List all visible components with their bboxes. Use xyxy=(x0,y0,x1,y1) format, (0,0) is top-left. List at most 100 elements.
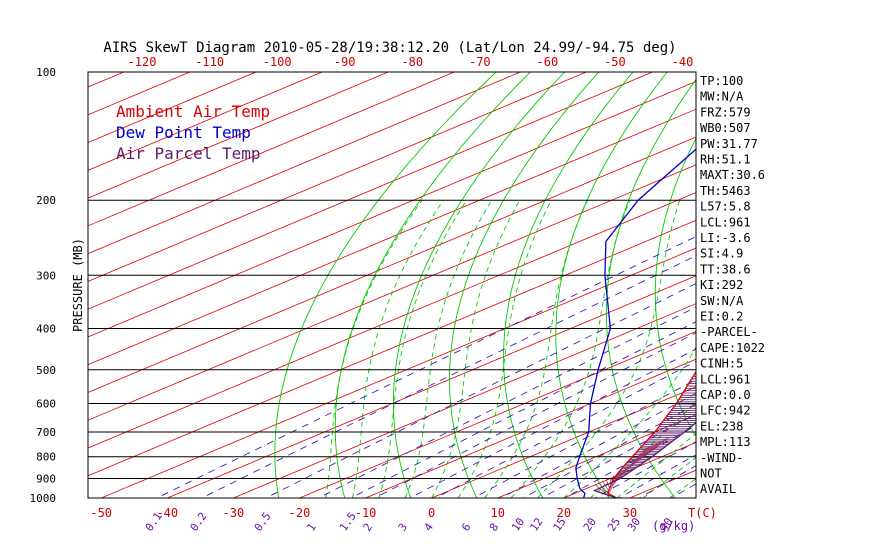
mixing-ratio-line xyxy=(618,454,696,498)
index-item: MPL:113 xyxy=(700,435,751,449)
index-item: SI:4.9 xyxy=(700,247,743,261)
bottom-tick-label: 20 xyxy=(557,506,571,520)
isotherm-line xyxy=(88,164,696,421)
isotherm-line xyxy=(88,192,696,449)
mixing-ratio-line xyxy=(594,441,696,498)
index-item: L57:5.8 xyxy=(700,200,751,214)
dry-adiabat-line xyxy=(837,63,870,508)
index-item: EL:238 xyxy=(700,419,743,433)
dry-adiabat-line xyxy=(449,72,600,498)
top-tick-label: -50 xyxy=(604,55,626,69)
cape-hatch-line xyxy=(642,439,667,452)
isotherm-line xyxy=(88,72,654,310)
index-item: SW:N/A xyxy=(700,294,744,308)
index-item: AVAIL xyxy=(700,482,736,496)
index-item: CINH:5 xyxy=(700,357,743,371)
index-item: LI:-3.6 xyxy=(700,231,751,245)
index-item: EI:0.2 xyxy=(700,310,743,324)
isotherm-line xyxy=(88,108,696,366)
legend-dew-point-temp: Dew Point Temp xyxy=(116,123,251,142)
mixing-ratio-tick-label: 12 xyxy=(527,515,545,533)
isotherm-line xyxy=(88,72,456,227)
mixing-ratio-line xyxy=(264,283,696,498)
isotherm-line xyxy=(88,72,390,199)
x-unit-label: T(C) xyxy=(688,506,717,520)
bottom-tick-label: -20 xyxy=(289,506,311,520)
bottom-tick-label: -50 xyxy=(90,506,112,520)
pressure-tick-label: 300 xyxy=(36,269,56,282)
cape-hatch-line xyxy=(638,443,662,457)
top-tick-label: -110 xyxy=(195,55,224,69)
isotherm-line xyxy=(741,63,870,508)
mixing-ratio-tick-label: 0.2 xyxy=(188,510,210,534)
index-item: CAPE:1022 xyxy=(700,341,765,355)
moist-adiabat-lines xyxy=(325,199,696,498)
pressure-tick-label: 700 xyxy=(36,426,56,439)
air-parcel-temp-line xyxy=(592,421,696,498)
bottom-tick-label: -40 xyxy=(156,506,178,520)
mixing-ratio-tick-label: 30 xyxy=(625,515,643,533)
mixing-ratio-line xyxy=(563,425,696,498)
index-item: -PARCEL- xyxy=(700,325,758,339)
isotherm-line xyxy=(430,386,696,498)
index-item: TT:38.6 xyxy=(700,262,751,276)
bottom-tick-label: 0 xyxy=(428,506,435,520)
bottom-tick-label: -10 xyxy=(355,506,377,520)
moist-adiabat-line xyxy=(404,199,493,498)
plot-frame xyxy=(87,71,697,499)
pressure-tick-labels: 100 200 300 400 500 600 700 800 900 1000 xyxy=(30,66,57,505)
pressure-tick-label: 200 xyxy=(36,194,56,207)
isotherm-line xyxy=(88,72,257,144)
top-tick-label: -80 xyxy=(401,55,423,69)
legend-air-parcel-temp: Air Parcel Temp xyxy=(116,144,261,163)
index-item: FRZ:579 xyxy=(700,105,751,119)
index-item: NOT xyxy=(700,467,722,481)
index-item: TP:100 xyxy=(700,74,743,88)
sounding-profiles xyxy=(575,148,696,498)
pressure-tick-label: 500 xyxy=(36,364,56,377)
isotherm-line xyxy=(88,136,696,393)
mixing-ratio-line xyxy=(500,392,696,498)
bottom-tick-label: -30 xyxy=(223,506,245,520)
index-item: MAXT:30.6 xyxy=(700,168,765,182)
mixing-ratio-tick-label: 8 xyxy=(487,521,501,534)
index-item: CAP:0.0 xyxy=(700,388,751,402)
moist-adiabat-line xyxy=(431,199,521,498)
isotherm-line xyxy=(88,72,324,171)
top-tick-label: -120 xyxy=(128,55,157,69)
moist-adiabat-line xyxy=(378,199,467,498)
mixing-ratio-tick-label: 15 xyxy=(550,515,568,533)
mixing-ratio-tick-label: 0.5 xyxy=(252,510,274,534)
mixing-ratio-tick-label: 25 xyxy=(605,515,623,533)
dry-adiabat-line xyxy=(274,72,497,498)
moist-adiabat-line xyxy=(537,200,681,498)
mixing-ratio-line xyxy=(408,348,696,498)
isotherm-lines xyxy=(88,63,870,508)
moist-adiabat-line xyxy=(563,346,696,498)
mixing-ratio-line xyxy=(200,255,696,498)
mixing-ratio-tick-label: 10 xyxy=(509,515,527,533)
y-axis-label: PRESSURE (MB) xyxy=(71,238,85,332)
mixing-ratio-tick-label: 40 xyxy=(657,515,675,533)
chart-title: AIRS SkewT Diagram 2010-05-28/19:38:12.2… xyxy=(103,40,676,56)
mixing-ratio-line xyxy=(472,379,696,498)
moist-adiabat-line xyxy=(510,200,631,498)
top-tick-label: -90 xyxy=(334,55,356,69)
dry-adiabat-line xyxy=(555,72,668,498)
index-item: KI:292 xyxy=(700,278,743,292)
dry-adiabat-lines xyxy=(274,63,870,508)
mixing-ratio-line xyxy=(638,465,696,498)
pressure-tick-label: 100 xyxy=(36,66,56,79)
moist-adiabat-line xyxy=(325,199,423,498)
cape-hatch-line xyxy=(640,441,665,455)
pressure-lines xyxy=(88,72,696,498)
moist-adiabat-line xyxy=(351,199,444,498)
isotherm-line xyxy=(88,72,522,255)
index-item: MW:N/A xyxy=(700,90,744,104)
mixing-ratio-line xyxy=(155,236,696,498)
pressure-tick-label: 400 xyxy=(36,322,56,335)
index-item: LCL:961 xyxy=(700,215,751,229)
dew-point-temp-line xyxy=(575,148,696,498)
